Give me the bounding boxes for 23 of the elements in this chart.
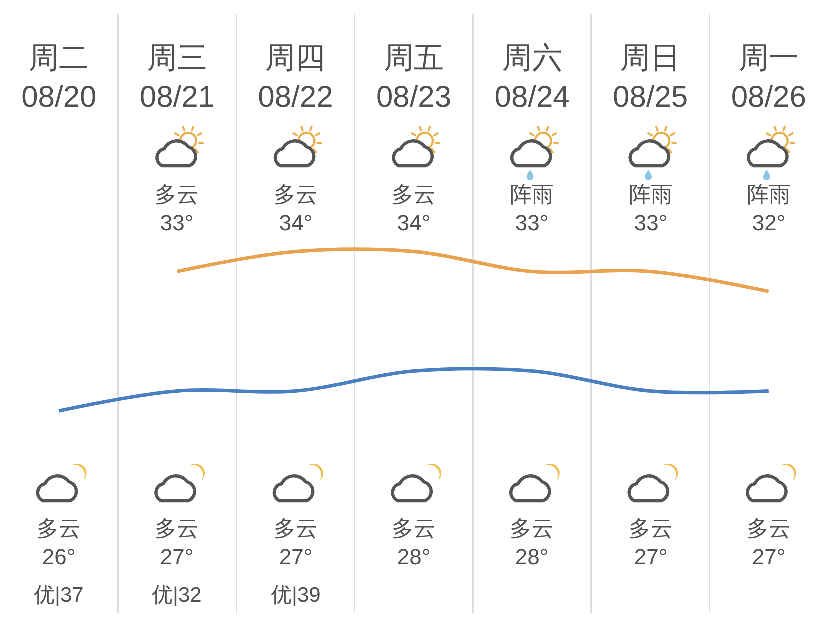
data-label: 多云 27° xyxy=(274,516,318,570)
text: 优|32 xyxy=(152,584,202,607)
data-label: 多云 27° xyxy=(629,516,673,570)
x-tick-label: 周日 08/25 xyxy=(613,42,688,114)
x-tick-label: 周五 08/23 xyxy=(376,42,452,114)
data-label: 多云 34° xyxy=(392,182,436,236)
data-label: 多云 33° xyxy=(155,182,199,236)
x-tick-label: 周六 08/24 xyxy=(494,42,570,114)
data-label: 多云 26° xyxy=(37,516,81,570)
x-tick-label: 周二 08/20 xyxy=(22,42,97,114)
data-label: 阵雨 33° xyxy=(510,182,554,236)
x-tick-label: 周三 08/21 xyxy=(140,42,215,114)
text: 优|39 xyxy=(271,584,321,607)
data-label: 多云 27° xyxy=(155,516,199,570)
x-tick-label: 周四 08/22 xyxy=(258,42,334,114)
data-label: 多云 27° xyxy=(747,516,791,570)
text: 优|37 xyxy=(34,584,84,607)
data-label: 多云 28° xyxy=(392,516,436,570)
data-label: 阵雨 32° xyxy=(747,182,791,236)
data-label: 多云 34° xyxy=(274,182,318,236)
data-label: 阵雨 33° xyxy=(629,182,673,236)
x-tick-label: 周一 08/26 xyxy=(731,42,806,114)
data-label: 多云 28° xyxy=(510,516,554,570)
